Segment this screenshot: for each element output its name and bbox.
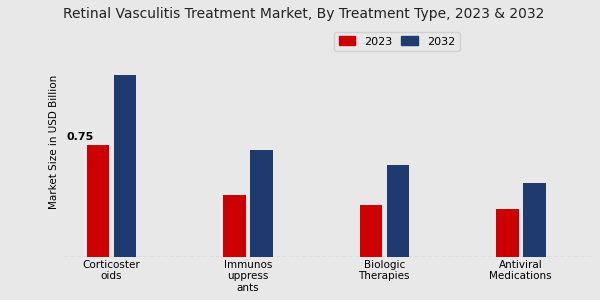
Bar [359, 205, 382, 257]
Text: Retinal Vasculitis Treatment Market, By Treatment Type, 2023 & 2032: Retinal Vasculitis Treatment Market, By … [63, 7, 544, 21]
Bar [113, 75, 136, 257]
Bar [250, 150, 272, 257]
Bar [523, 183, 545, 257]
Legend: 2023, 2032: 2023, 2032 [334, 32, 460, 51]
Y-axis label: Market Size in USD Billion: Market Size in USD Billion [49, 75, 59, 209]
Bar [386, 165, 409, 257]
Text: 0.75: 0.75 [67, 132, 94, 142]
Bar [223, 194, 245, 257]
Bar [86, 146, 109, 257]
Bar [496, 209, 518, 257]
